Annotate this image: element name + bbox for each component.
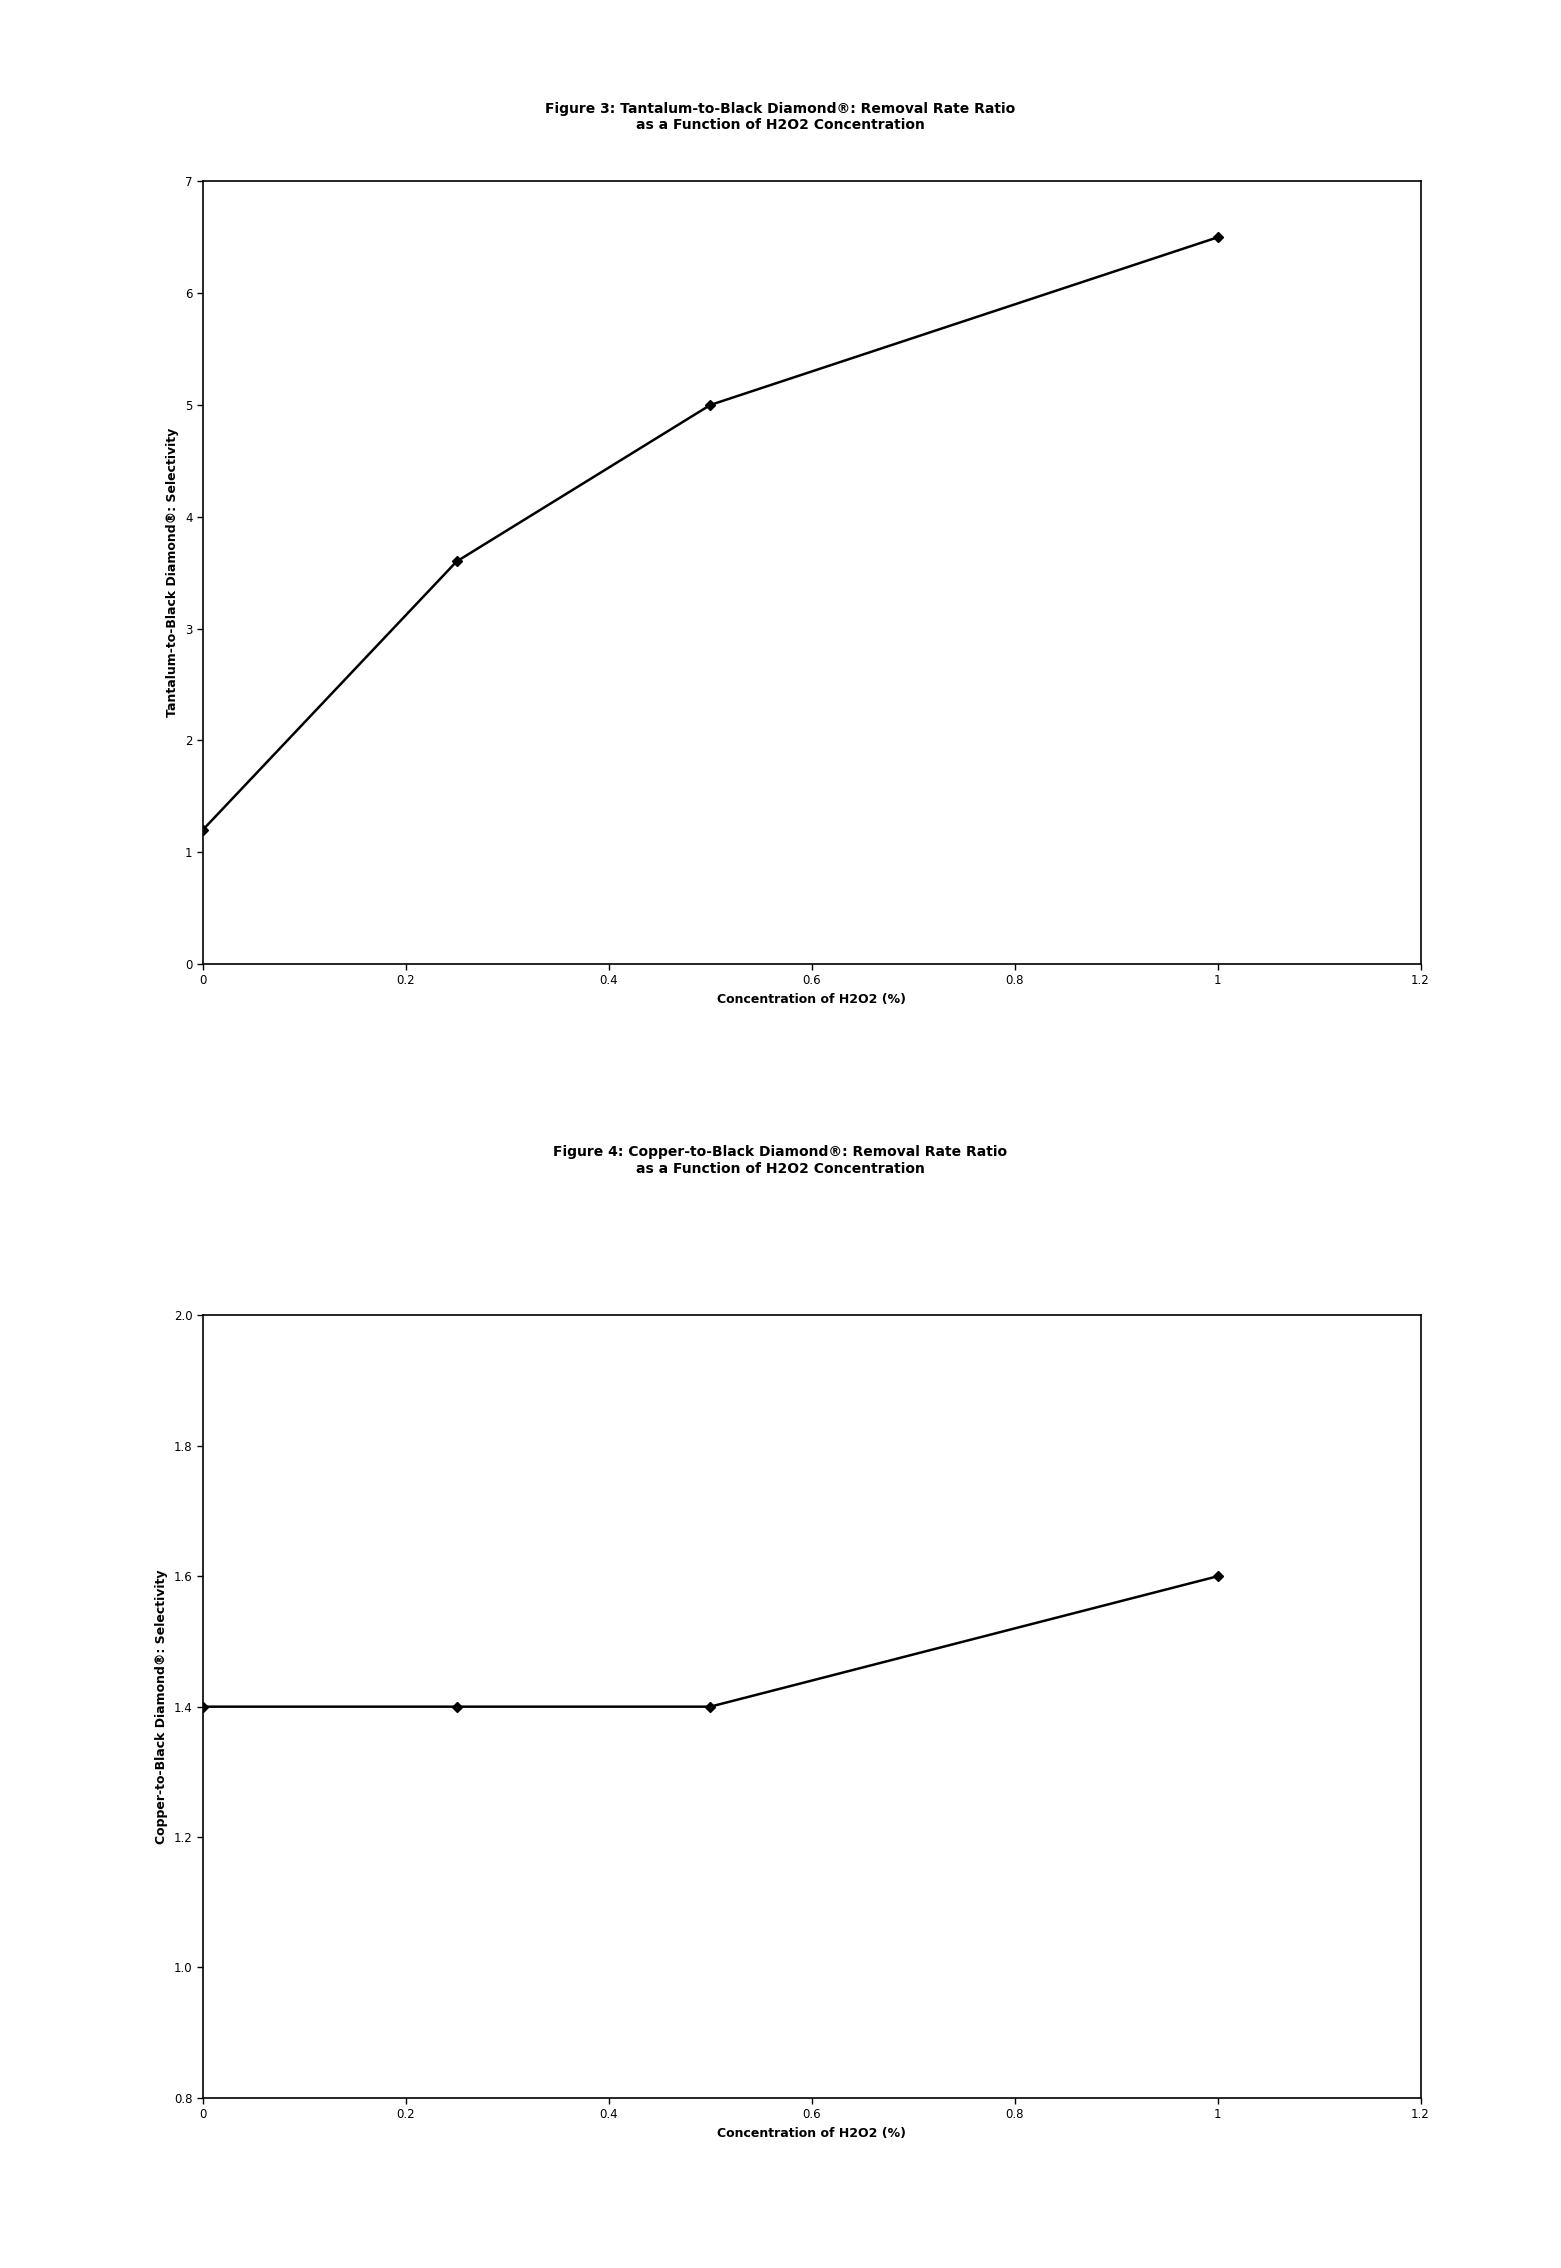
Y-axis label: Copper-to-Black Diamond®: Selectivity: Copper-to-Black Diamond®: Selectivity — [155, 1569, 169, 1844]
X-axis label: Concentration of H2O2 (%): Concentration of H2O2 (%) — [716, 993, 907, 1007]
X-axis label: Concentration of H2O2 (%): Concentration of H2O2 (%) — [716, 2127, 907, 2141]
Y-axis label: Tantalum-to-Black Diamond®: Selectivity: Tantalum-to-Black Diamond®: Selectivity — [167, 429, 180, 717]
Text: Figure 4: Copper-to-Black Diamond®: Removal Rate Ratio
as a Function of H2O2 Con: Figure 4: Copper-to-Black Diamond®: Remo… — [554, 1145, 1007, 1175]
Text: Figure 3: Tantalum-to-Black Diamond®: Removal Rate Ratio
as a Function of H2O2 C: Figure 3: Tantalum-to-Black Diamond®: Re… — [545, 102, 1016, 132]
